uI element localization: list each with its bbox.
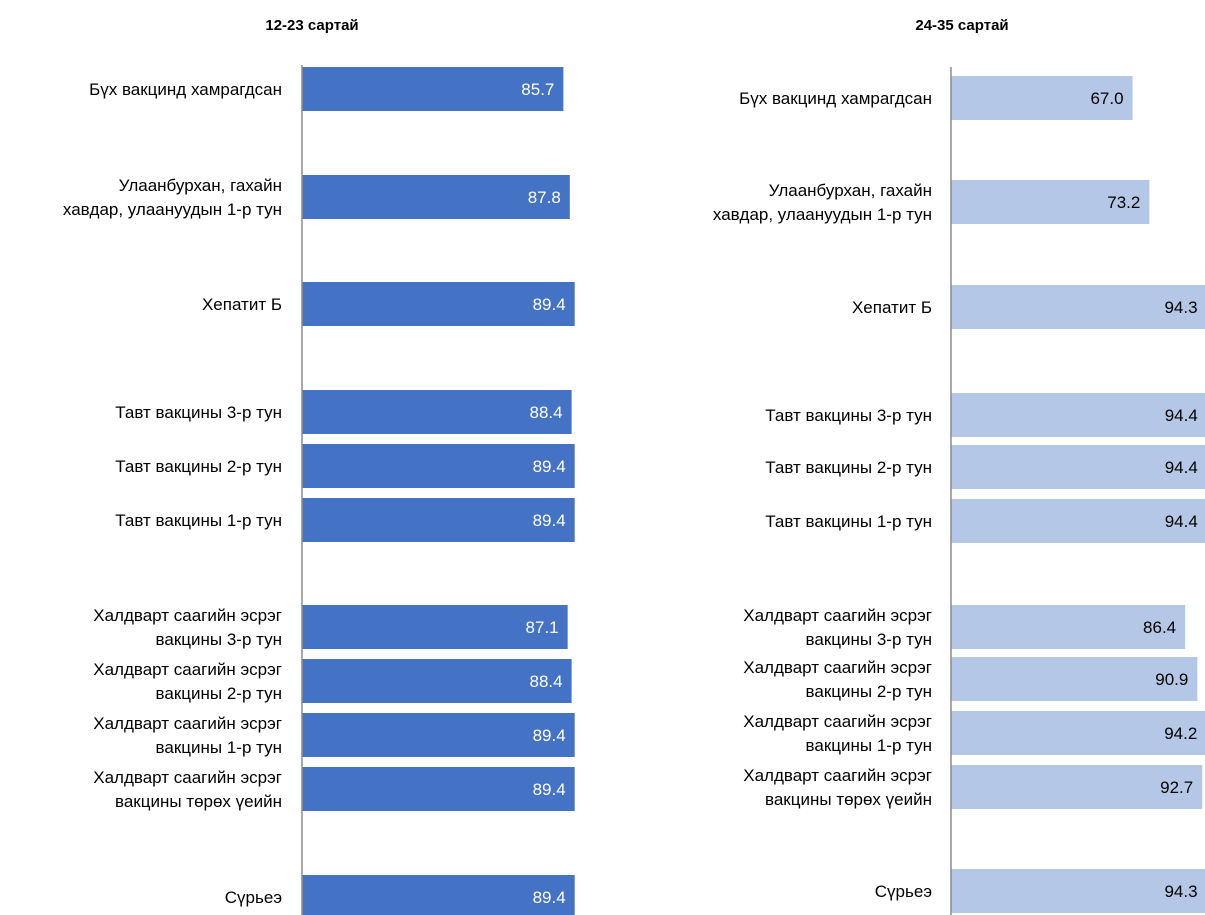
bar	[302, 67, 564, 111]
data-label: 88.4	[530, 403, 563, 422]
data-label: 87.8	[528, 188, 561, 207]
data-label: 94.3	[1164, 882, 1197, 901]
category-label: вакцины 1-р тун	[806, 736, 932, 755]
category-label: Улаанбурхан, гахайн	[119, 176, 282, 195]
category-label: хавдар, улаануудын 1-р тун	[713, 205, 932, 224]
data-label: 85.7	[521, 80, 554, 99]
category-label: вакцины 3-р тун	[156, 630, 282, 649]
data-label: 92.7	[1160, 778, 1193, 797]
data-label: 89.4	[533, 457, 566, 476]
category-label: Тавт вакцины 3-р тун	[115, 403, 282, 422]
data-label: 89.4	[533, 511, 566, 530]
bar	[951, 657, 1198, 701]
bar	[302, 713, 575, 757]
chart-panel-1: 12-23 сартай 85.7 Бүх вакцинд хамрагдсан 87…	[63, 17, 575, 915]
bar	[302, 767, 575, 811]
bar	[951, 393, 1205, 437]
data-label: 89.4	[533, 780, 566, 799]
category-label: вакцины 1-р тун	[156, 738, 282, 757]
data-label: 67.0	[1090, 89, 1123, 108]
category-label: Халдварт саагийн эсрэг	[743, 606, 932, 625]
bar	[951, 869, 1205, 913]
category-label: вакцины 3-р тун	[806, 630, 932, 649]
bar	[302, 444, 575, 488]
data-label: 90.9	[1155, 670, 1188, 689]
category-label: вакцины төрөх үеийн	[765, 790, 932, 809]
bar	[302, 282, 575, 326]
chart-title: 12-23 сартай	[265, 17, 358, 34]
bar	[302, 605, 568, 649]
data-label: 94.4	[1165, 458, 1198, 477]
category-label: Тавт вакцины 1-р тун	[765, 512, 932, 531]
data-label: 86.4	[1143, 618, 1176, 637]
data-label: 73.2	[1107, 193, 1140, 212]
bar	[951, 765, 1203, 809]
category-label: Халдварт саагийн эсрэг	[93, 714, 282, 733]
category-label: Хепатит Б	[202, 295, 282, 314]
category-label: Халдварт саагийн эсрэг	[93, 606, 282, 625]
data-label: 89.4	[533, 726, 566, 745]
data-label: 94.2	[1164, 724, 1197, 743]
data-label: 94.4	[1165, 406, 1198, 425]
category-label: Тавт вакцины 2-р тун	[115, 457, 282, 476]
category-label: Халдварт саагийн эсрэг	[93, 768, 282, 787]
category-label: Улаанбурхан, гахайн	[769, 181, 932, 200]
category-label: Тавт вакцины 2-р тун	[765, 458, 932, 477]
data-label: 89.4	[533, 295, 566, 314]
data-label: 94.3	[1164, 298, 1197, 317]
bar	[951, 180, 1150, 224]
category-label: Бүх вакцинд хамрагдсан	[739, 89, 932, 108]
category-label: Халдварт саагийн эсрэг	[743, 658, 932, 677]
bar	[302, 659, 572, 703]
category-label: Сүрьеэ	[225, 888, 282, 907]
bar	[302, 498, 575, 542]
chart-panel-2: 24-35 сартай 67.0 Бүх вакцинд хамрагдсан 73…	[713, 17, 1205, 915]
bar	[951, 76, 1133, 120]
category-label: хавдар, улаануудын 1-р тун	[63, 200, 282, 219]
category-label: Тавт вакцины 1-р тун	[115, 511, 282, 530]
bar	[951, 445, 1205, 489]
category-label: Тавт вакцины 3-р тун	[765, 406, 932, 425]
data-label: 94.4	[1165, 512, 1198, 531]
category-label: вакцины 2-р тун	[156, 684, 282, 703]
data-label: 87.1	[526, 618, 559, 637]
data-label: 89.4	[533, 888, 566, 907]
bar	[951, 285, 1205, 329]
category-label: вакцины 2-р тун	[806, 682, 932, 701]
category-label: Халдварт саагийн эсрэг	[743, 712, 932, 731]
bar	[302, 875, 575, 915]
bar	[302, 390, 572, 434]
chart-title: 24-35 сартай	[915, 17, 1008, 34]
category-label: вакцины төрөх үеийн	[115, 792, 282, 811]
bar	[302, 175, 570, 219]
category-label: Бүх вакцинд хамрагдсан	[89, 80, 282, 99]
category-label: Халдварт саагийн эсрэг	[743, 766, 932, 785]
bar	[951, 499, 1205, 543]
category-label: Халдварт саагийн эсрэг	[93, 660, 282, 679]
category-label: Сүрьеэ	[875, 882, 932, 901]
bar	[951, 711, 1205, 755]
category-label: Хепатит Б	[852, 298, 932, 317]
bar	[951, 605, 1186, 649]
data-label: 88.4	[530, 672, 563, 691]
